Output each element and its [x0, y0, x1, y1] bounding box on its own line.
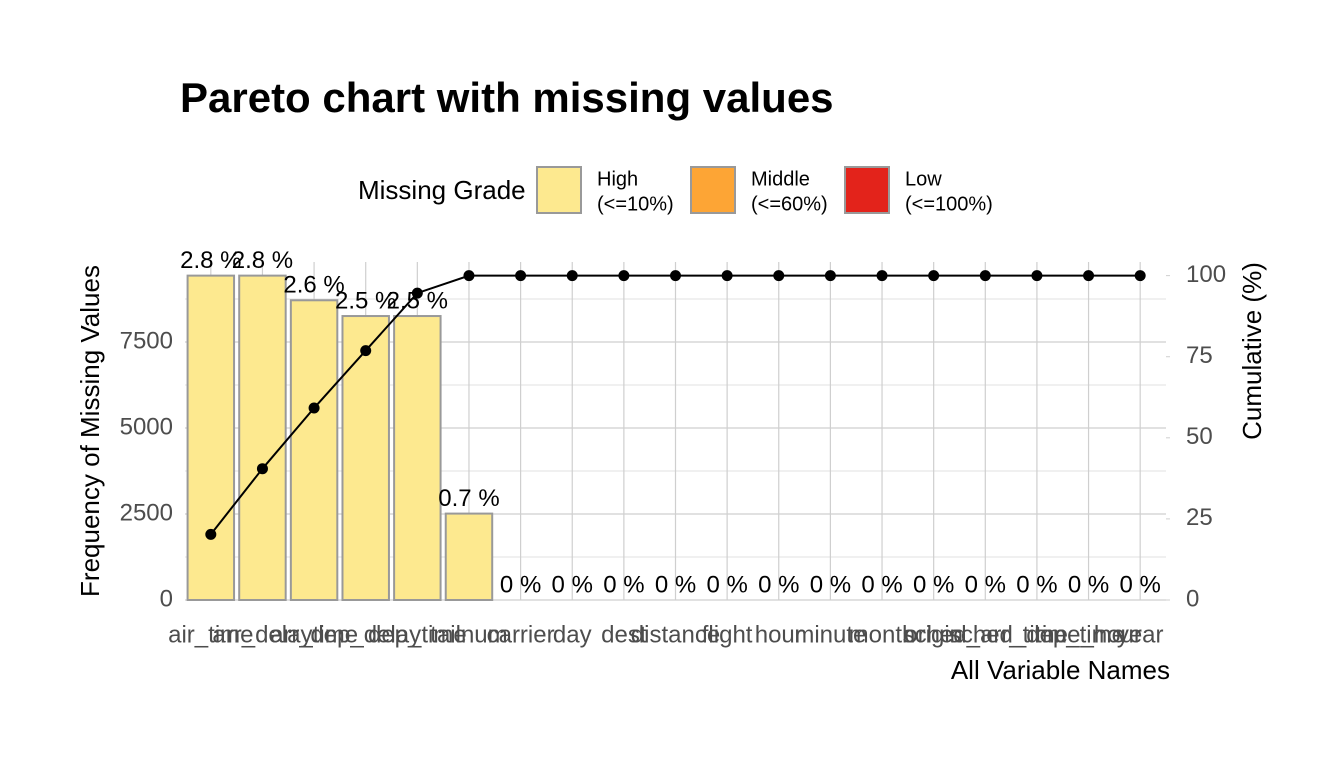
x-tick-label: sched_dep_time — [949, 621, 1125, 648]
x-tick-label: month — [849, 621, 916, 648]
bar-label: 0.7 % — [438, 485, 499, 512]
bar-label: 0 % — [758, 571, 799, 598]
bar-label: 0 % — [552, 571, 593, 598]
y2-axis-title: Cumulative (%) — [1237, 262, 1267, 440]
bar — [186, 274, 236, 601]
cumulative-point — [721, 270, 733, 282]
cumulative-point — [876, 270, 888, 282]
bar-label: 2.5 % — [335, 287, 396, 314]
legend-swatch — [690, 166, 736, 214]
x-tick-label: time_hour — [1035, 621, 1142, 648]
bar — [341, 315, 390, 601]
x-tick-label: flight — [702, 621, 753, 648]
bar-label: 0 % — [965, 571, 1006, 598]
legend-title: Missing Grade — [358, 175, 526, 205]
cumulative-point — [1134, 270, 1146, 282]
x-tick-label: distance — [631, 621, 720, 648]
legend-label: Low — [905, 168, 942, 190]
x-axis-title: All Variable Names — [951, 655, 1170, 685]
bar-label: 0 % — [500, 571, 541, 598]
y2-tick-label: 0 — [1186, 585, 1199, 612]
bar — [289, 299, 339, 601]
y2-tick-label: 100 — [1186, 261, 1226, 288]
cumulative-point — [773, 270, 785, 282]
legend-swatch — [844, 166, 890, 214]
y-tick-label: 5000 — [120, 413, 173, 440]
bar-label: 0 % — [1068, 571, 1109, 598]
x-tick-label: arr_delay — [212, 621, 312, 648]
bar-label: 0 % — [603, 571, 644, 598]
cumulative-point — [670, 270, 681, 282]
cumulative-point — [411, 287, 423, 299]
legend-label: Middle — [751, 168, 810, 190]
legend-swatch — [536, 166, 582, 214]
cumulative-point — [1083, 270, 1095, 282]
cumulative-point — [979, 270, 991, 282]
legend-label: (<=10%) — [597, 193, 674, 215]
x-tick-label: arr_time — [270, 621, 358, 648]
cumulative-point — [360, 345, 372, 357]
bar-label: 0 % — [1016, 571, 1057, 598]
bar-label: 2.8 % — [232, 247, 293, 274]
bar-label: 0 % — [1120, 571, 1161, 598]
x-tick-label: carrier — [487, 621, 555, 648]
bar-label: 0 % — [706, 571, 747, 598]
cumulative-point — [463, 270, 475, 282]
cumulative-point — [205, 528, 217, 540]
x-tick-label: tailnum — [430, 621, 507, 648]
legend-label: (<=60%) — [751, 193, 828, 215]
chart-title: Pareto chart with missing values — [180, 74, 834, 121]
y-tick-label: 7500 — [120, 327, 173, 354]
cumulative-point — [566, 270, 578, 282]
bar-label: 2.8 % — [180, 247, 241, 274]
x-tick-label: year — [1117, 621, 1164, 648]
cumulative-point — [256, 463, 268, 475]
bar — [444, 512, 494, 601]
y-tick-label: 2500 — [120, 499, 173, 526]
bar-label: 0 % — [861, 571, 902, 598]
bar — [238, 274, 287, 601]
bar-label: 0 % — [913, 571, 954, 598]
bar-label: 0 % — [655, 571, 696, 598]
y-tick-label: 0 — [160, 585, 173, 612]
y2-tick-label: 50 — [1186, 423, 1213, 450]
cumulative-point — [618, 270, 630, 282]
cumulative-point — [824, 270, 836, 282]
bar-label: 0 % — [810, 571, 851, 598]
cumulative-point — [515, 270, 527, 282]
x-tick-label: sched_arr_time — [903, 621, 1068, 648]
cumulative-point — [928, 270, 940, 282]
cumulative-point — [1031, 270, 1043, 282]
legend-label: (<=100%) — [905, 193, 993, 215]
y2-tick-label: 75 — [1186, 342, 1213, 369]
x-tick-label: dest — [601, 621, 647, 648]
x-tick-label: day — [553, 621, 592, 648]
legend-label: High — [597, 168, 638, 190]
x-tick-label: origin — [904, 621, 963, 648]
x-tick-label: dep_delay — [310, 621, 421, 648]
x-tick-label: hour — [755, 621, 803, 648]
bar — [393, 315, 442, 601]
x-tick-label: dep_time — [368, 621, 467, 648]
y2-tick-label: 25 — [1186, 504, 1213, 531]
x-tick-label: air_time — [168, 621, 253, 648]
x-tick-label: minute — [794, 621, 866, 648]
y-axis-title: Frequency of Missing Values — [75, 265, 105, 597]
cumulative-point — [308, 402, 320, 414]
bar-label: 2.6 % — [283, 272, 344, 299]
